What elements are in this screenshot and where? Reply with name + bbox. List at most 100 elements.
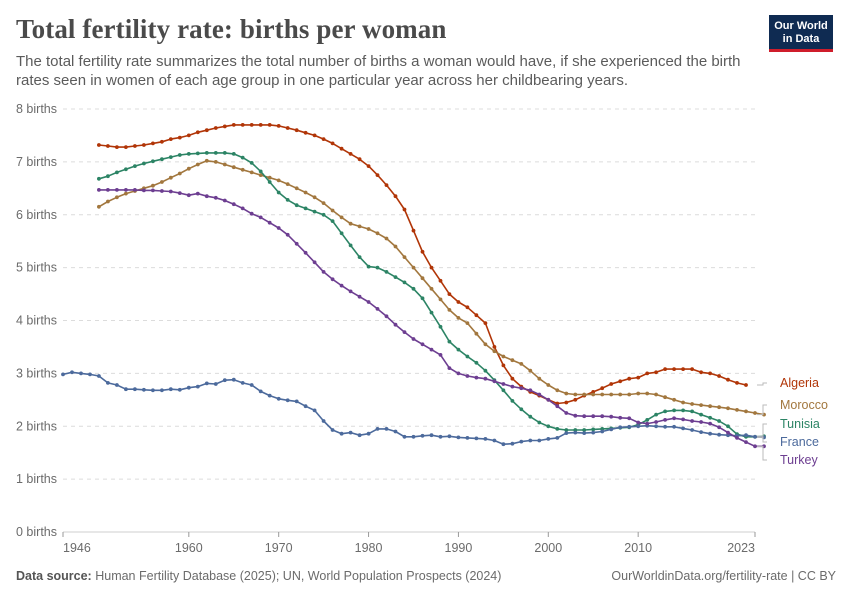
data-point-france [744,433,748,438]
data-point-morocco [591,392,596,397]
data-point-morocco [528,368,533,373]
data-point-algeria [151,141,155,146]
data-point-morocco [231,165,236,170]
data-point-france [717,432,721,437]
series-line-tunisia [98,152,765,438]
data-point-morocco [465,321,470,325]
credit-link[interactable]: OurWorldinData.org/fertility-rate | CC B… [611,569,836,583]
data-point-morocco [222,162,227,167]
data-point-algeria [681,367,685,371]
data-point-morocco [339,215,344,220]
data-point-morocco [276,178,281,183]
data-point-algeria [393,194,398,199]
data-point-algeria [285,126,290,130]
data-point-tunisia [573,428,578,432]
data-point-france [106,381,110,385]
data-point-morocco [177,171,182,176]
data-point-turkey [168,189,173,194]
series-label-morocco: Morocco [780,398,828,412]
data-point-turkey [708,421,712,426]
data-point-france [627,424,632,429]
data-point-tunisia [276,190,281,195]
x-tick-label: 1960 [175,541,203,555]
x-tick-label: 2023 [727,541,755,555]
data-point-france [528,438,533,443]
data-point-turkey [726,430,730,435]
data-point-algeria [501,363,506,368]
data-point-morocco [501,354,506,359]
data-point-tunisia [339,231,344,236]
data-point-tunisia [106,174,110,179]
data-point-algeria [222,124,227,129]
data-point-tunisia [708,415,712,420]
data-source: Data source: Human Fertility Database (2… [16,569,501,583]
data-point-turkey [231,202,236,207]
data-point-algeria [133,144,137,148]
data-point-tunisia [375,265,380,270]
data-point-algeria [115,145,119,150]
owid-logo[interactable]: Our World in Data [769,15,833,52]
data-point-france [672,424,676,429]
data-point-morocco [546,383,551,387]
data-point-algeria [627,376,632,381]
data-point-france [133,387,137,392]
data-point-morocco [483,342,488,347]
data-point-france [537,438,542,443]
data-point-tunisia [456,347,461,352]
data-point-turkey [420,342,425,347]
data-point-algeria [654,370,658,375]
data-point-tunisia [681,408,685,413]
data-point-tunisia [438,324,443,329]
data-point-turkey [447,366,452,370]
data-point-tunisia [160,157,164,162]
data-point-turkey [654,420,658,424]
data-point-turkey [106,188,110,192]
data-point-morocco [384,236,389,241]
data-point-morocco [636,391,641,396]
data-point-algeria [204,128,209,133]
data-point-tunisia [591,427,596,432]
data-point-morocco [663,395,667,400]
y-tick-label: 4 births [16,314,57,328]
data-point-tunisia [447,339,452,344]
series-line-france [62,371,765,446]
data-point-france [375,427,380,431]
data-source-text[interactable]: Human Fertility Database (2025); UN, Wor… [95,569,502,583]
data-point-morocco [357,224,362,229]
data-point-tunisia [474,360,479,365]
data-point-france [555,436,560,440]
data-point-morocco [744,409,748,414]
data-point-tunisia [519,407,524,412]
data-point-morocco [411,265,416,270]
data-point-france [600,429,605,434]
data-point-france [492,438,497,443]
data-point-france [321,419,326,423]
data-point-turkey [160,189,164,193]
data-point-tunisia [384,270,389,274]
data-point-tunisia [501,388,506,393]
data-point-morocco [393,244,398,249]
data-point-algeria [366,164,371,169]
data-point-france [267,393,272,398]
data-point-france [222,378,227,383]
data-point-algeria [573,397,578,402]
data-point-algeria [168,137,173,142]
data-point-algeria [375,173,380,178]
data-point-morocco [124,191,128,196]
data-point-morocco [429,286,434,291]
data-point-algeria [735,381,739,385]
data-point-tunisia [366,264,371,269]
data-point-france [609,427,614,432]
data-point-algeria [438,278,443,283]
data-point-algeria [267,123,272,127]
data-point-turkey [735,436,739,440]
data-point-turkey [600,414,605,419]
data-point-tunisia [303,206,308,211]
data-point-france [384,427,389,431]
data-point-algeria [339,146,344,151]
data-point-france [465,436,470,440]
data-point-turkey [240,206,245,211]
data-point-turkey [285,232,290,237]
data-point-tunisia [258,169,263,174]
series-label-algeria: Algeria [780,376,819,390]
